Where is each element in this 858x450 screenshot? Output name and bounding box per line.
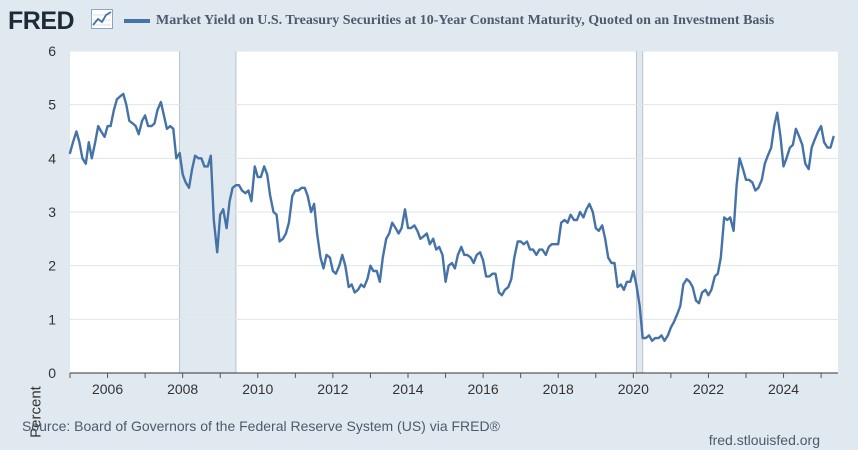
- y-tick-label: 2: [48, 258, 56, 274]
- legend: Market Yield on U.S. Treasury Securities…: [124, 11, 774, 31]
- x-tick-label: 2024: [768, 381, 799, 397]
- x-axis: 2006 2008 2010 2012 2014 2016 2018 2020 2022 2024: [69, 372, 838, 397]
- chart-header: FRED Market Yield on U.S. Treasury Secur…: [0, 0, 858, 40]
- line-graph-icon: [91, 9, 113, 29]
- y-tick-label: 3: [48, 204, 56, 220]
- x-tick-label: 2018: [543, 381, 574, 397]
- series-line-1[interactable]: [68, 92, 835, 342]
- x-tick-label: 2016: [468, 381, 499, 397]
- y-tick-label: 6: [48, 43, 56, 59]
- x-tick-label: 2022: [693, 381, 724, 397]
- fred-logo[interactable]: FRED: [8, 7, 75, 35]
- source-note: Source: Board of Governors of the Federa…: [22, 418, 500, 434]
- legend-swatch: [124, 19, 150, 23]
- series-layer: [68, 92, 835, 342]
- site-link[interactable]: fred.stlouisfed.org: [708, 432, 820, 448]
- x-tick-label: 2014: [392, 381, 423, 397]
- chart: 0 1 2 3 4 5 6 2006 2008 2010 2012 2014 2016 2018 2020…: [48, 43, 838, 397]
- x-tick-label: 2006: [92, 381, 123, 397]
- y-axis: 0 1 2 3 4 5 6: [48, 43, 56, 381]
- x-tick-label: 2010: [242, 381, 273, 397]
- y-tick-label: 5: [48, 97, 56, 113]
- x-tick-label: 2020: [618, 381, 649, 397]
- chart-title: Market Yield on U.S. Treasury Securities…: [156, 13, 775, 28]
- y-tick-label: 1: [48, 311, 56, 327]
- y-tick-label: 0: [48, 365, 56, 381]
- y-tick-label: 4: [48, 150, 56, 166]
- grid: [70, 50, 838, 320]
- x-tick-label: 2008: [167, 381, 198, 397]
- x-tick-label: 2012: [317, 381, 348, 397]
